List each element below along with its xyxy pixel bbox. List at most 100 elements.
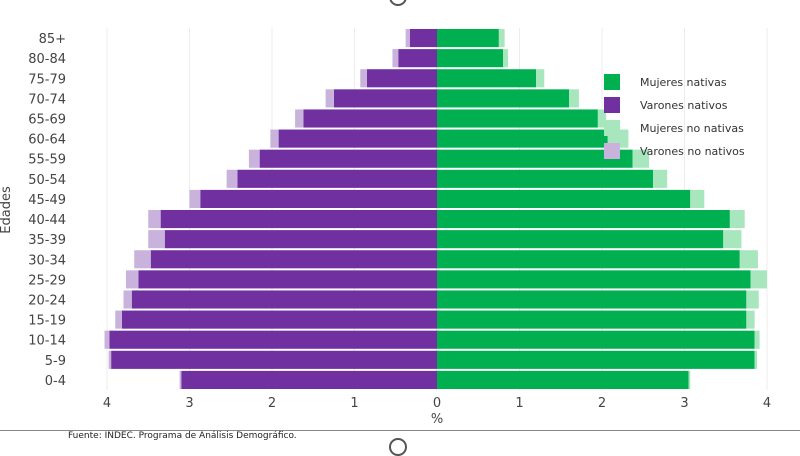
bar-mujeres-nativas [437,89,569,108]
bar-varones-nativos [138,270,437,289]
bar-varones-nativos [121,310,437,329]
legend-swatch [604,120,620,136]
bar-varones-no-nativos [392,49,399,68]
bar-varones-no-nativos [148,230,165,249]
bar-mujeres-no-nativas [536,69,545,88]
bar-varones-no-nativos [125,270,139,289]
bar-varones-no-nativos [123,290,132,309]
bar-mujeres-no-nativas [729,210,745,229]
bar-varones-nativos [409,29,437,48]
bar-varones-nativos [200,189,437,208]
bar-mujeres-nativas [437,350,755,369]
footer-divider [0,430,800,431]
bar-varones-no-nativos [270,129,279,148]
bar-varones-nativos [366,69,437,88]
y-axis-label: Edades [0,186,14,234]
bar-varones-nativos [111,350,437,369]
legend-label: Mujeres no nativas [640,122,744,135]
grid-lines [106,28,768,390]
x-tick-label: 1 [350,396,358,411]
y-tick-label: 5-9 [45,354,66,369]
bar-varones-no-nativos [108,350,112,369]
bar-varones-nativos [259,149,437,168]
y-tick-label: 0-4 [45,374,66,389]
bar-mujeres-nativas [437,270,751,289]
x-tick-label: 3 [185,396,193,411]
bar-varones-no-nativos [104,330,110,349]
bar-mujeres-no-nativas [754,330,760,349]
bar-mujeres-nativas [437,230,724,249]
bar-mujeres-nativas [437,49,503,68]
bar-varones-no-nativos [325,89,334,108]
bar-varones-nativos [278,129,437,148]
legend-label: Varones no nativos [640,145,745,158]
bar-varones-nativos [164,230,437,249]
y-tick-label: 85+ [39,32,66,47]
bar-mujeres-no-nativas [690,189,705,208]
legend-swatch [604,97,620,113]
bar-varones-no-nativos [226,169,238,188]
x-tick-labels: 4 3 2 1 0 1 2 3 4 [103,396,771,411]
x-tick-label: 3 [680,396,688,411]
x-tick-label: 2 [598,396,606,411]
bar-mujeres-nativas [437,189,691,208]
bar-mujeres-nativas [437,69,536,88]
bar-varones-nativos [398,49,437,68]
bar-mujeres-no-nativas [746,310,755,329]
bar-varones-no-nativos [248,149,260,168]
bar-varones-no-nativos [189,189,201,208]
bar-mujeres-nativas [437,250,740,269]
bar-mujeres-nativas [437,370,689,389]
bar-mujeres-no-nativas [754,350,758,369]
y-tick-label: 55-59 [28,153,66,168]
bar-mujeres-no-nativas [750,270,767,289]
x-tick-label: 2 [268,396,276,411]
y-tick-label: 10-14 [28,334,66,349]
bar-mujeres-no-nativas [597,109,607,128]
bar-varones-nativos [333,89,437,108]
bar-mujeres-nativas [437,129,608,148]
bar-mujeres-no-nativas [739,250,758,269]
bar-mujeres-nativas [437,210,730,229]
bar-mujeres-nativas [437,290,747,309]
bar-mujeres-no-nativas [688,370,691,389]
bar-mujeres-no-nativas [569,89,579,108]
bar-varones-nativos [109,330,437,349]
legend-swatch [604,143,620,159]
y-tick-label: 15-19 [28,314,66,329]
x-tick-label: 1 [515,396,523,411]
y-tick-label: 20-24 [28,294,66,309]
bar-mujeres-no-nativas [723,230,742,249]
bar-mujeres-nativas [437,29,499,48]
y-tick-label: 50-54 [28,173,66,188]
bar-mujeres-nativas [437,149,633,168]
bar-varones-no-nativos [115,310,122,329]
y-tick-labels: 0-4 5-9 10-14 15-19 20-24 25-29 30-34 35-39 40-4… [28,32,66,389]
bar-varones-no-nativos [405,29,410,48]
bar-varones-nativos [181,370,437,389]
y-tick-label: 45-49 [28,193,66,208]
bar-mujeres-no-nativas [653,169,668,188]
x-tick-label: 4 [763,396,771,411]
y-tick-label: 75-79 [28,72,66,87]
bar-varones-nativos [237,169,437,188]
y-tick-label: 30-34 [28,253,66,268]
y-tick-label: 25-29 [28,273,66,288]
bar-varones-nativos [303,109,437,128]
y-tick-label: 65-69 [28,113,66,128]
bottom-marker [389,438,407,456]
x-tick-label: 4 [103,396,111,411]
bar-mujeres-nativas [437,310,747,329]
source-note: Fuente: INDEC. Programa de Análisis Demo… [68,431,297,441]
bar-mujeres-no-nativas [746,290,759,309]
bar-mujeres-no-nativas [503,49,508,68]
y-tick-label: 40-44 [28,213,66,228]
y-tick-label: 70-74 [28,92,66,107]
bar-varones-nativos [160,210,437,229]
bar-varones-no-nativos [148,210,161,229]
bar-mujeres-nativas [437,169,654,188]
bar-mujeres-no-nativas [632,149,650,168]
y-tick-label: 80-84 [28,52,66,67]
legend-label: Varones nativos [640,99,728,112]
